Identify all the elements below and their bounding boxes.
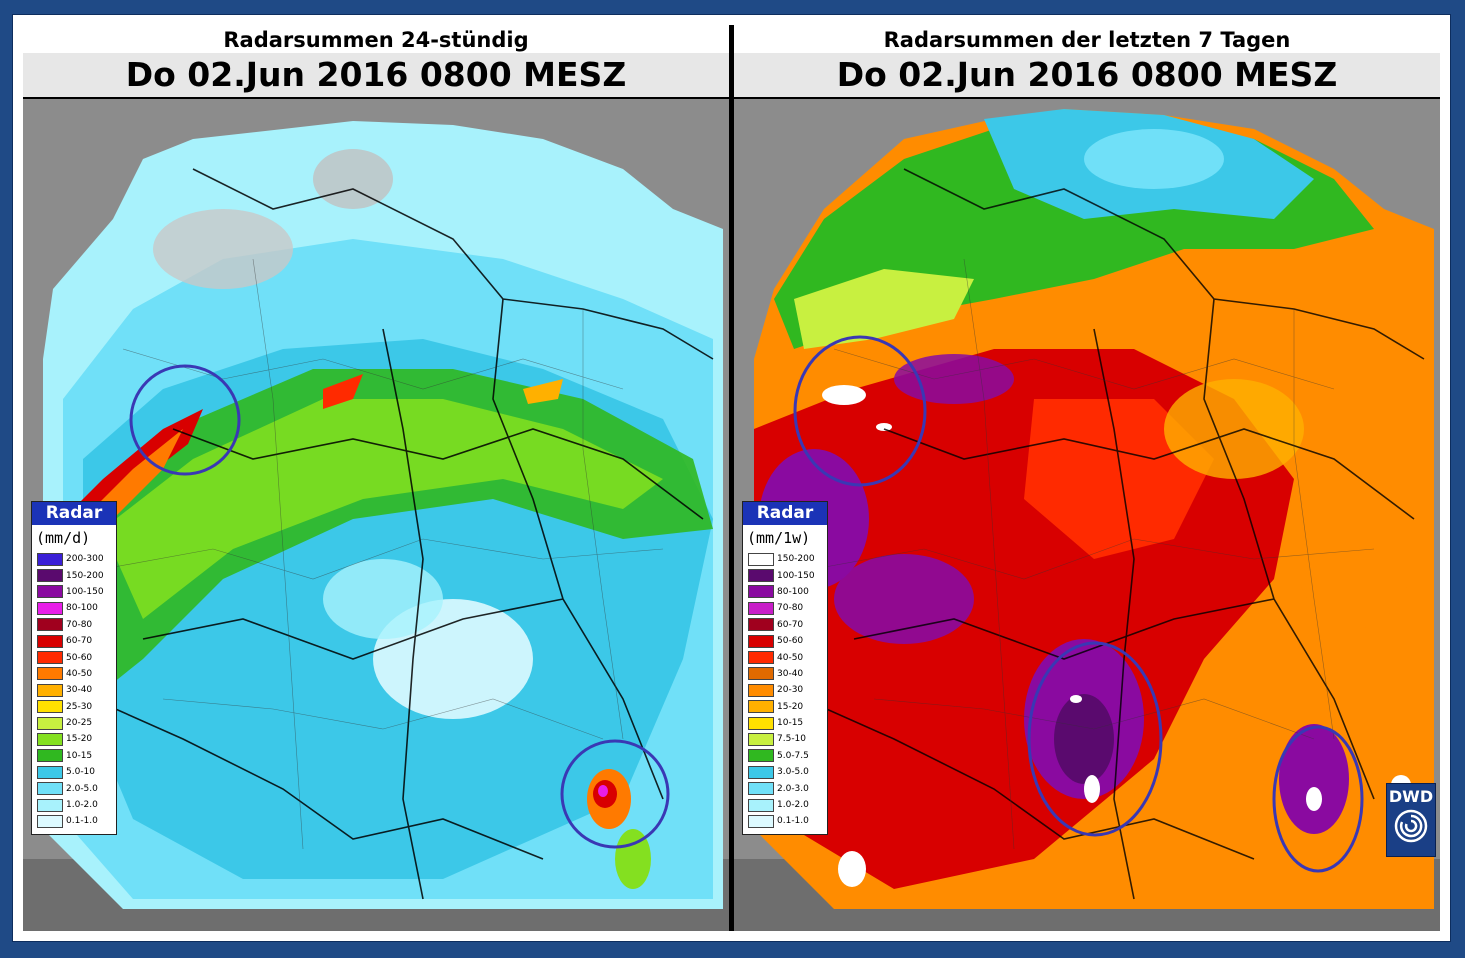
legend-item: 20-25 (37, 715, 116, 731)
legend-item: 10-15 (37, 748, 116, 764)
legend-item: 0.1-1.0 (37, 813, 116, 829)
legend-item: 1.0-2.0 (37, 797, 116, 813)
legend-24h-unit: (mm/d) (36, 529, 91, 547)
image-frame: Radarsummen 24-stündig Do 02.Jun 2016 08… (12, 14, 1451, 942)
legend-item: 60-70 (37, 633, 116, 649)
highlight-circle-south (1027, 641, 1163, 837)
legend-item: 60-70 (748, 617, 827, 633)
highlight-circle-southeast (1272, 725, 1364, 873)
legend-item: 5.0-7.5 (748, 748, 827, 764)
legend-24h: Radar (mm/d) 200-300 150-200 100-150 80-… (31, 501, 117, 835)
legend-item: 40-50 (748, 649, 827, 665)
legend-24h-list: 200-300 150-200 100-150 80-100 70-80 60-… (32, 551, 116, 834)
legend-item: 15-20 (748, 699, 827, 715)
panel-24h-datetime: Do 02.Jun 2016 0800 MESZ (125, 55, 627, 94)
legend-item: 2.0-5.0 (37, 780, 116, 796)
highlight-circle-west (129, 364, 241, 476)
legend-item: 10-15 (748, 715, 827, 731)
highlight-circle-southeast (560, 739, 670, 849)
legend-7d: Radar (mm/1w) 150-200 100-150 80-100 70-… (742, 501, 828, 835)
legend-item: 5.0-10 (37, 764, 116, 780)
panel-7d-datetime: Do 02.Jun 2016 0800 MESZ (836, 55, 1338, 94)
panels-container: Radarsummen 24-stündig Do 02.Jun 2016 08… (23, 25, 1440, 931)
highlight-circle-west (793, 335, 927, 487)
legend-item: 150-200 (37, 567, 116, 583)
legend-item: 15-20 (37, 731, 116, 747)
legend-item: 70-80 (748, 600, 827, 616)
legend-item: 0.1-1.0 (748, 813, 827, 829)
legend-7d-list: 150-200 100-150 80-100 70-80 60-70 50-60… (743, 551, 827, 834)
legend-item: 40-50 (37, 666, 116, 682)
panel-7d-title: Radarsummen der letzten 7 Tagen (883, 28, 1291, 52)
legend-item: 3.0-5.0 (748, 764, 827, 780)
panel-7d: Radarsummen der letzten 7 Tagen Do 02.Ju… (734, 25, 1440, 931)
legend-item: 70-80 (37, 617, 116, 633)
legend-item: 100-150 (748, 567, 827, 583)
radar-map-7d (734, 99, 1440, 931)
panel-24h-header: Radarsummen 24-stündig Do 02.Jun 2016 08… (23, 25, 729, 99)
legend-item: 100-150 (37, 584, 116, 600)
legend-item: 7.5-10 (748, 731, 827, 747)
legend-item: 25-30 (37, 699, 116, 715)
radar-map-24h (23, 99, 729, 931)
legend-item: 150-200 (748, 551, 827, 567)
panel-24h-title: Radarsummen 24-stündig (223, 28, 529, 52)
legend-item: 80-100 (748, 584, 827, 600)
panel-24h: Radarsummen 24-stündig Do 02.Jun 2016 08… (23, 25, 729, 931)
swirl-icon (1394, 809, 1428, 843)
legend-item: 50-60 (37, 649, 116, 665)
legend-item: 80-100 (37, 600, 116, 616)
legend-item: 30-40 (748, 666, 827, 682)
legend-item: 2.0-3.0 (748, 780, 827, 796)
legend-24h-title: Radar (32, 502, 116, 525)
dwd-logo-text: DWD (1388, 787, 1434, 806)
legend-7d-unit: (mm/1w) (747, 529, 811, 547)
legend-item: 30-40 (37, 682, 116, 698)
panel-7d-header: Radarsummen der letzten 7 Tagen Do 02.Ju… (734, 25, 1440, 99)
legend-item: 1.0-2.0 (748, 797, 827, 813)
legend-item: 200-300 (37, 551, 116, 567)
legend-7d-title: Radar (743, 502, 827, 525)
legend-item: 20-30 (748, 682, 827, 698)
dwd-logo: DWD (1386, 783, 1436, 857)
legend-item: 50-60 (748, 633, 827, 649)
